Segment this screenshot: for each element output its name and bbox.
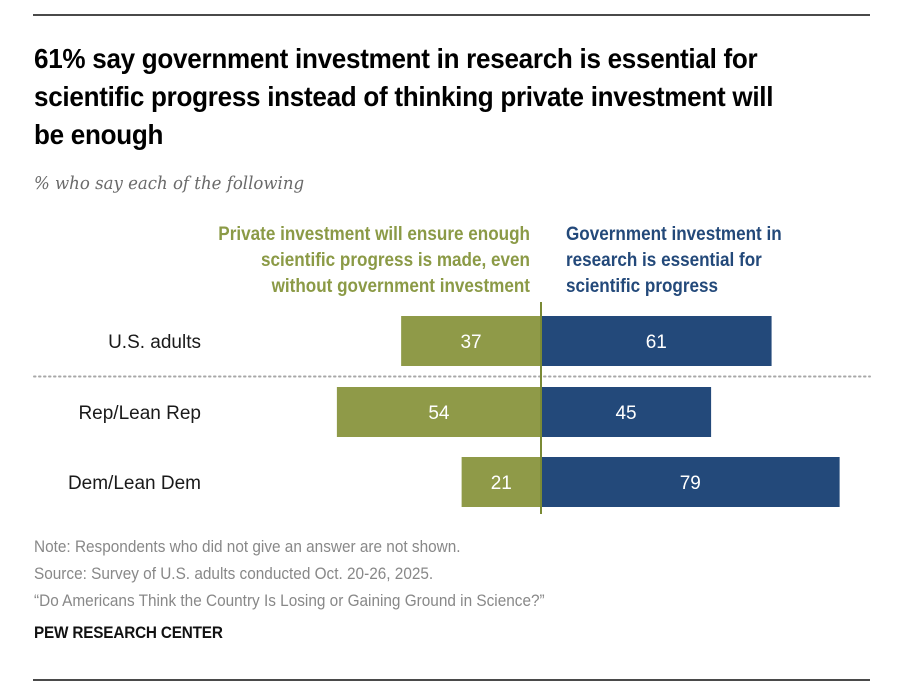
bar-private [401,316,541,366]
bar-label-government: 79 [680,473,701,494]
bar-private [461,457,541,507]
legend-right-line: Government investment in [566,224,782,245]
bar-label-government: 45 [615,403,636,424]
row-label: Rep/Lean Rep [78,403,201,424]
row-label: U.S. adults [108,332,201,353]
legend-right-line: research is essential for [566,250,762,271]
source-text: Source: Survey of U.S. adults conducted … [34,565,434,583]
chart-title: 61% say government investment in researc… [34,43,774,150]
bar-government [541,316,772,366]
top-rule [33,14,870,16]
diverging-bar-chart: U.S. adults 37 61 Rep/Lean Rep 54 45 Dem/Lean … [33,302,871,514]
pew-research-center-logo: PEW RESEARCH CENTER [34,623,223,642]
bar-label-private: 37 [460,332,481,353]
row-label: Dem/Lean Dem [68,473,201,494]
legend-left-line: scientific progress is made, even [261,250,530,271]
footnotes: Note: Respondents who did not give an an… [34,534,545,615]
bar-government [541,457,840,507]
bottom-rule [33,679,870,681]
report-title-text: “Do Americans Think the Country Is Losin… [34,592,545,610]
bar-label-private: 21 [491,473,512,494]
chart-subtitle: % who say each of the following [34,173,305,194]
legend-left-line: without government investment [271,276,530,297]
note-text: Note: Respondents who did not give an an… [34,538,461,556]
legend-private-investment: Private investment will ensure enough sc… [143,222,530,300]
legend-left-line: Private investment will ensure enough [218,224,530,245]
bar-label-private: 54 [428,403,450,424]
bar-government [541,387,712,437]
bar-label-government: 61 [646,332,667,353]
legend-government-investment: Government investment in research is ess… [566,222,836,300]
bar-private [336,387,541,437]
legend-right-line: scientific progress [566,276,719,297]
